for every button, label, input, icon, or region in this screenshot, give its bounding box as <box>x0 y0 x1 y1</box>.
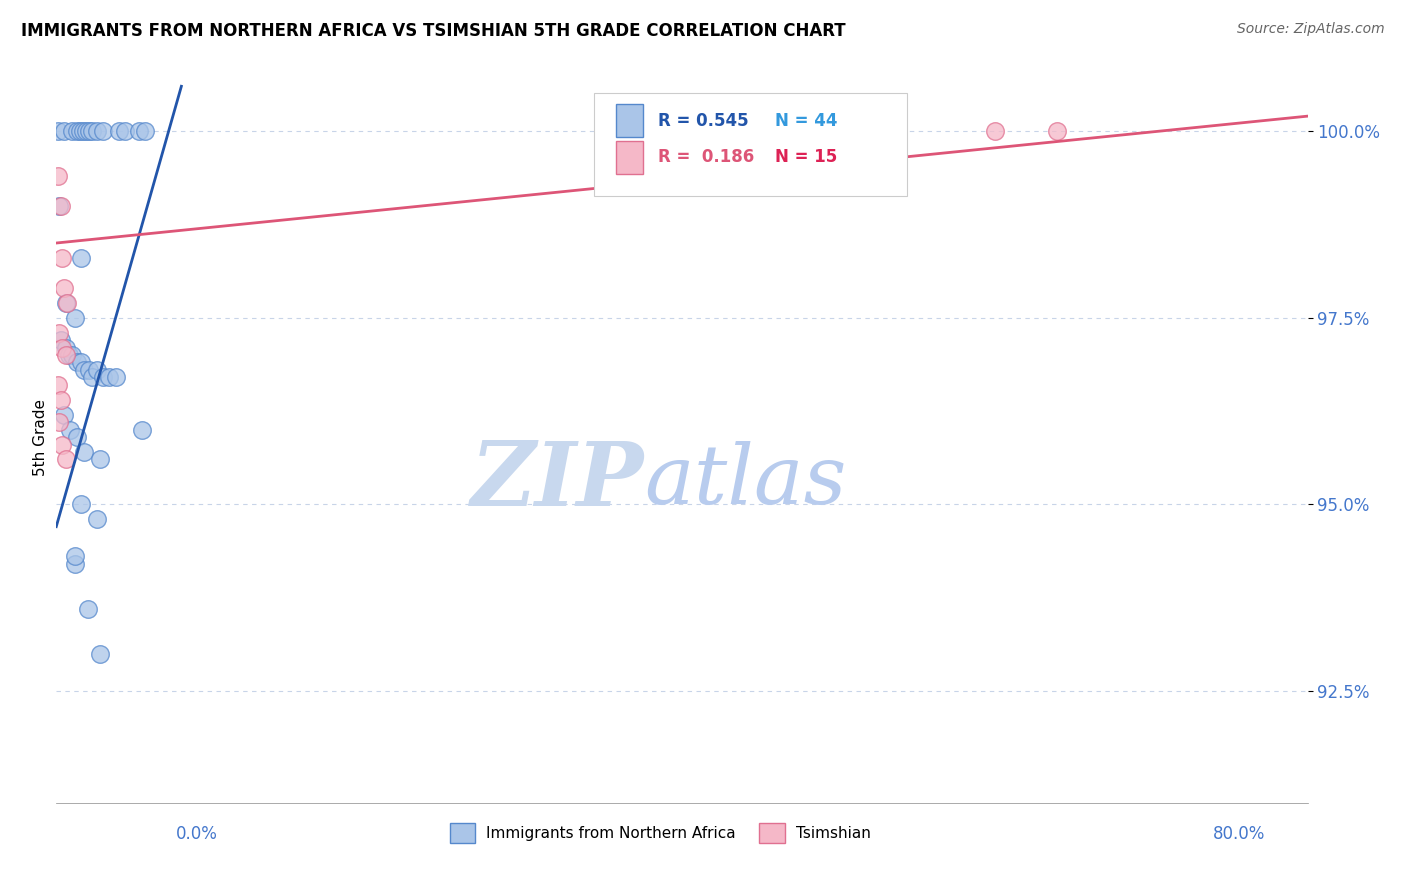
Point <box>59 423 82 437</box>
Point <box>131 423 153 437</box>
Point <box>63 310 86 325</box>
Text: R = 0.545: R = 0.545 <box>658 112 749 129</box>
Point <box>128 124 150 138</box>
Point <box>65 430 87 444</box>
Point <box>984 124 1007 138</box>
Point <box>70 251 93 265</box>
FancyBboxPatch shape <box>595 94 907 195</box>
Text: ZIP: ZIP <box>471 438 644 524</box>
Y-axis label: 5th Grade: 5th Grade <box>32 399 48 475</box>
Point <box>55 295 77 310</box>
Point <box>65 355 87 369</box>
Point <box>58 348 80 362</box>
Point <box>77 363 100 377</box>
Text: Source: ZipAtlas.com: Source: ZipAtlas.com <box>1237 22 1385 37</box>
Point <box>98 370 121 384</box>
Point <box>51 251 73 265</box>
Point <box>48 199 70 213</box>
Point <box>77 124 100 138</box>
Point <box>60 348 83 362</box>
Point <box>53 281 76 295</box>
Point <box>91 124 114 138</box>
Point <box>82 124 104 138</box>
Bar <box>616 141 643 174</box>
Point <box>70 355 93 369</box>
Point <box>63 557 86 571</box>
Point <box>114 124 136 138</box>
Point <box>134 124 156 138</box>
Point <box>60 124 83 138</box>
Point <box>104 370 127 384</box>
Point <box>55 341 77 355</box>
Point <box>1046 124 1069 138</box>
Point <box>55 348 77 362</box>
Point <box>73 445 96 459</box>
Point <box>89 452 111 467</box>
Point <box>86 512 108 526</box>
Point <box>86 124 108 138</box>
Point <box>56 295 79 310</box>
Point <box>69 124 91 138</box>
Point <box>46 377 69 392</box>
Text: atlas: atlas <box>644 441 846 521</box>
Text: Immigrants from Northern Africa: Immigrants from Northern Africa <box>486 826 737 840</box>
Point <box>49 333 72 347</box>
Text: 80.0%: 80.0% <box>1213 825 1265 843</box>
Point <box>63 549 86 564</box>
Text: Tsimshian: Tsimshian <box>796 826 870 840</box>
Point <box>51 341 73 355</box>
Point <box>48 415 70 429</box>
Point <box>51 437 73 451</box>
Point <box>86 363 108 377</box>
Text: N = 44: N = 44 <box>775 112 837 129</box>
Point <box>55 452 77 467</box>
Point <box>70 497 93 511</box>
Point <box>82 370 104 384</box>
Point <box>91 370 114 384</box>
Point <box>72 124 94 138</box>
Point <box>73 363 96 377</box>
Point <box>75 124 97 138</box>
Point <box>46 124 69 138</box>
Point <box>65 124 87 138</box>
Point <box>49 392 72 407</box>
Bar <box>616 104 643 137</box>
Text: 0.0%: 0.0% <box>176 825 218 843</box>
Point <box>89 647 111 661</box>
Point <box>53 124 76 138</box>
Point <box>108 124 131 138</box>
Point <box>49 199 72 213</box>
Point <box>76 601 98 615</box>
Point <box>46 169 69 183</box>
Text: R =  0.186: R = 0.186 <box>658 148 755 166</box>
Point <box>53 408 76 422</box>
Point <box>48 326 70 340</box>
Text: IMMIGRANTS FROM NORTHERN AFRICA VS TSIMSHIAN 5TH GRADE CORRELATION CHART: IMMIGRANTS FROM NORTHERN AFRICA VS TSIMS… <box>21 22 846 40</box>
Text: N = 15: N = 15 <box>775 148 837 166</box>
